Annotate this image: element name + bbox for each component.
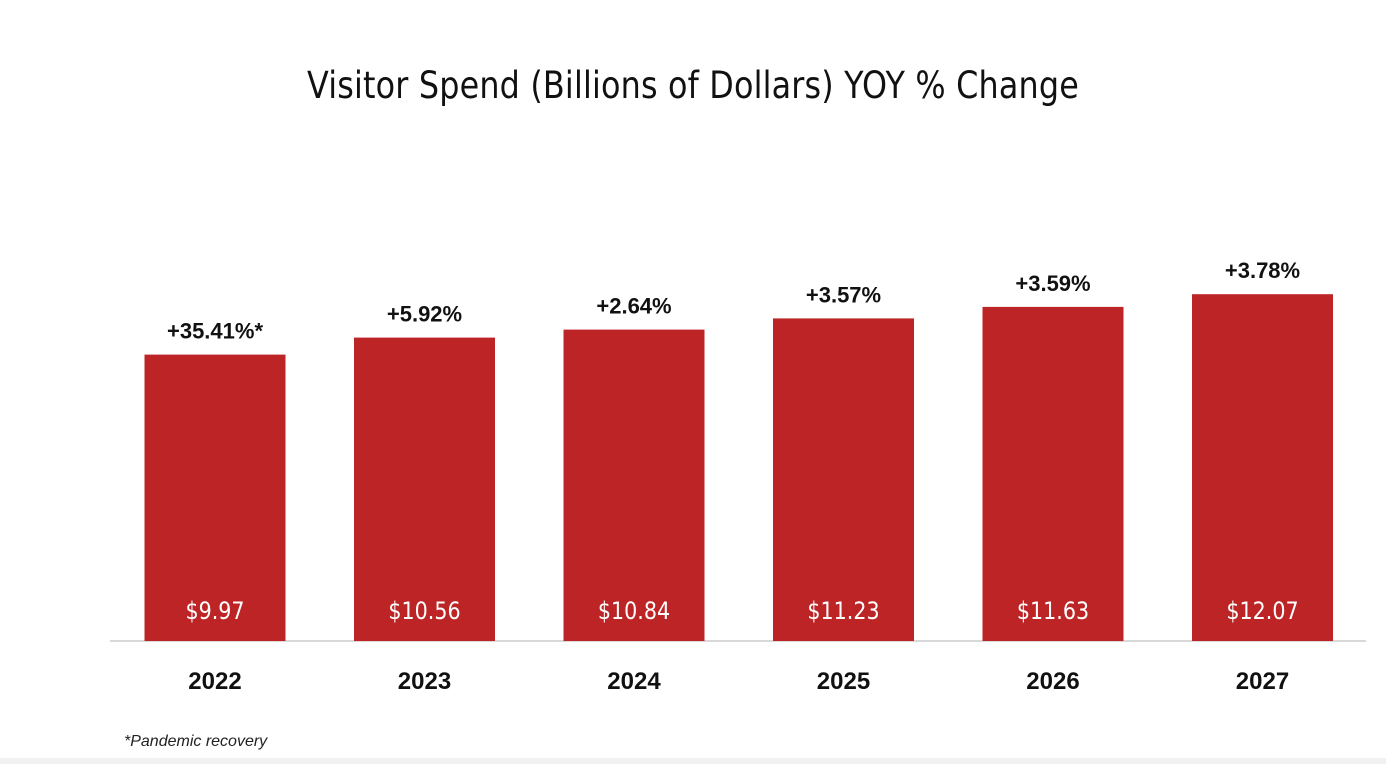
yoy-label-2026: +3.59% — [1015, 271, 1090, 296]
bars-layer: +35.41%* $9.97 2022 +5.92% $10.56 2023 +2.64% $… — [144, 258, 1333, 695]
yoy-label-2023: +5.92% — [387, 302, 462, 327]
bar-2025 — [773, 318, 914, 641]
x-tick-2026: 2026 — [1026, 668, 1079, 695]
yoy-label-2025: +3.57% — [806, 282, 881, 307]
bar-2027 — [1192, 294, 1333, 641]
x-tick-2023: 2023 — [398, 668, 451, 695]
x-tick-2022: 2022 — [188, 668, 241, 695]
value-label-2023: $10.56 — [388, 598, 460, 626]
footnote: *Pandemic recovery — [124, 733, 268, 750]
yoy-label-2024: +2.64% — [596, 294, 671, 319]
bar-2022 — [144, 354, 286, 641]
x-tick-2024: 2024 — [607, 668, 661, 695]
value-label-2024: $10.84 — [598, 598, 670, 626]
x-tick-2025: 2025 — [817, 668, 870, 695]
bar-2023 — [354, 337, 495, 641]
value-label-2022: $9.97 — [185, 598, 244, 626]
bottom-band — [0, 758, 1386, 764]
bar-2026 — [982, 306, 1124, 641]
value-label-2026: $11.63 — [1017, 598, 1089, 626]
x-tick-2027: 2027 — [1236, 668, 1289, 695]
bar-2024 — [563, 329, 705, 641]
yoy-label-2027: +3.78% — [1225, 258, 1300, 283]
yoy-label-2022: +35.41%* — [167, 319, 263, 344]
value-label-2025: $11.23 — [807, 598, 879, 626]
value-label-2027: $12.07 — [1226, 598, 1298, 626]
chart-title: Visitor Spend (Billions of Dollars) YOY … — [307, 64, 1079, 107]
